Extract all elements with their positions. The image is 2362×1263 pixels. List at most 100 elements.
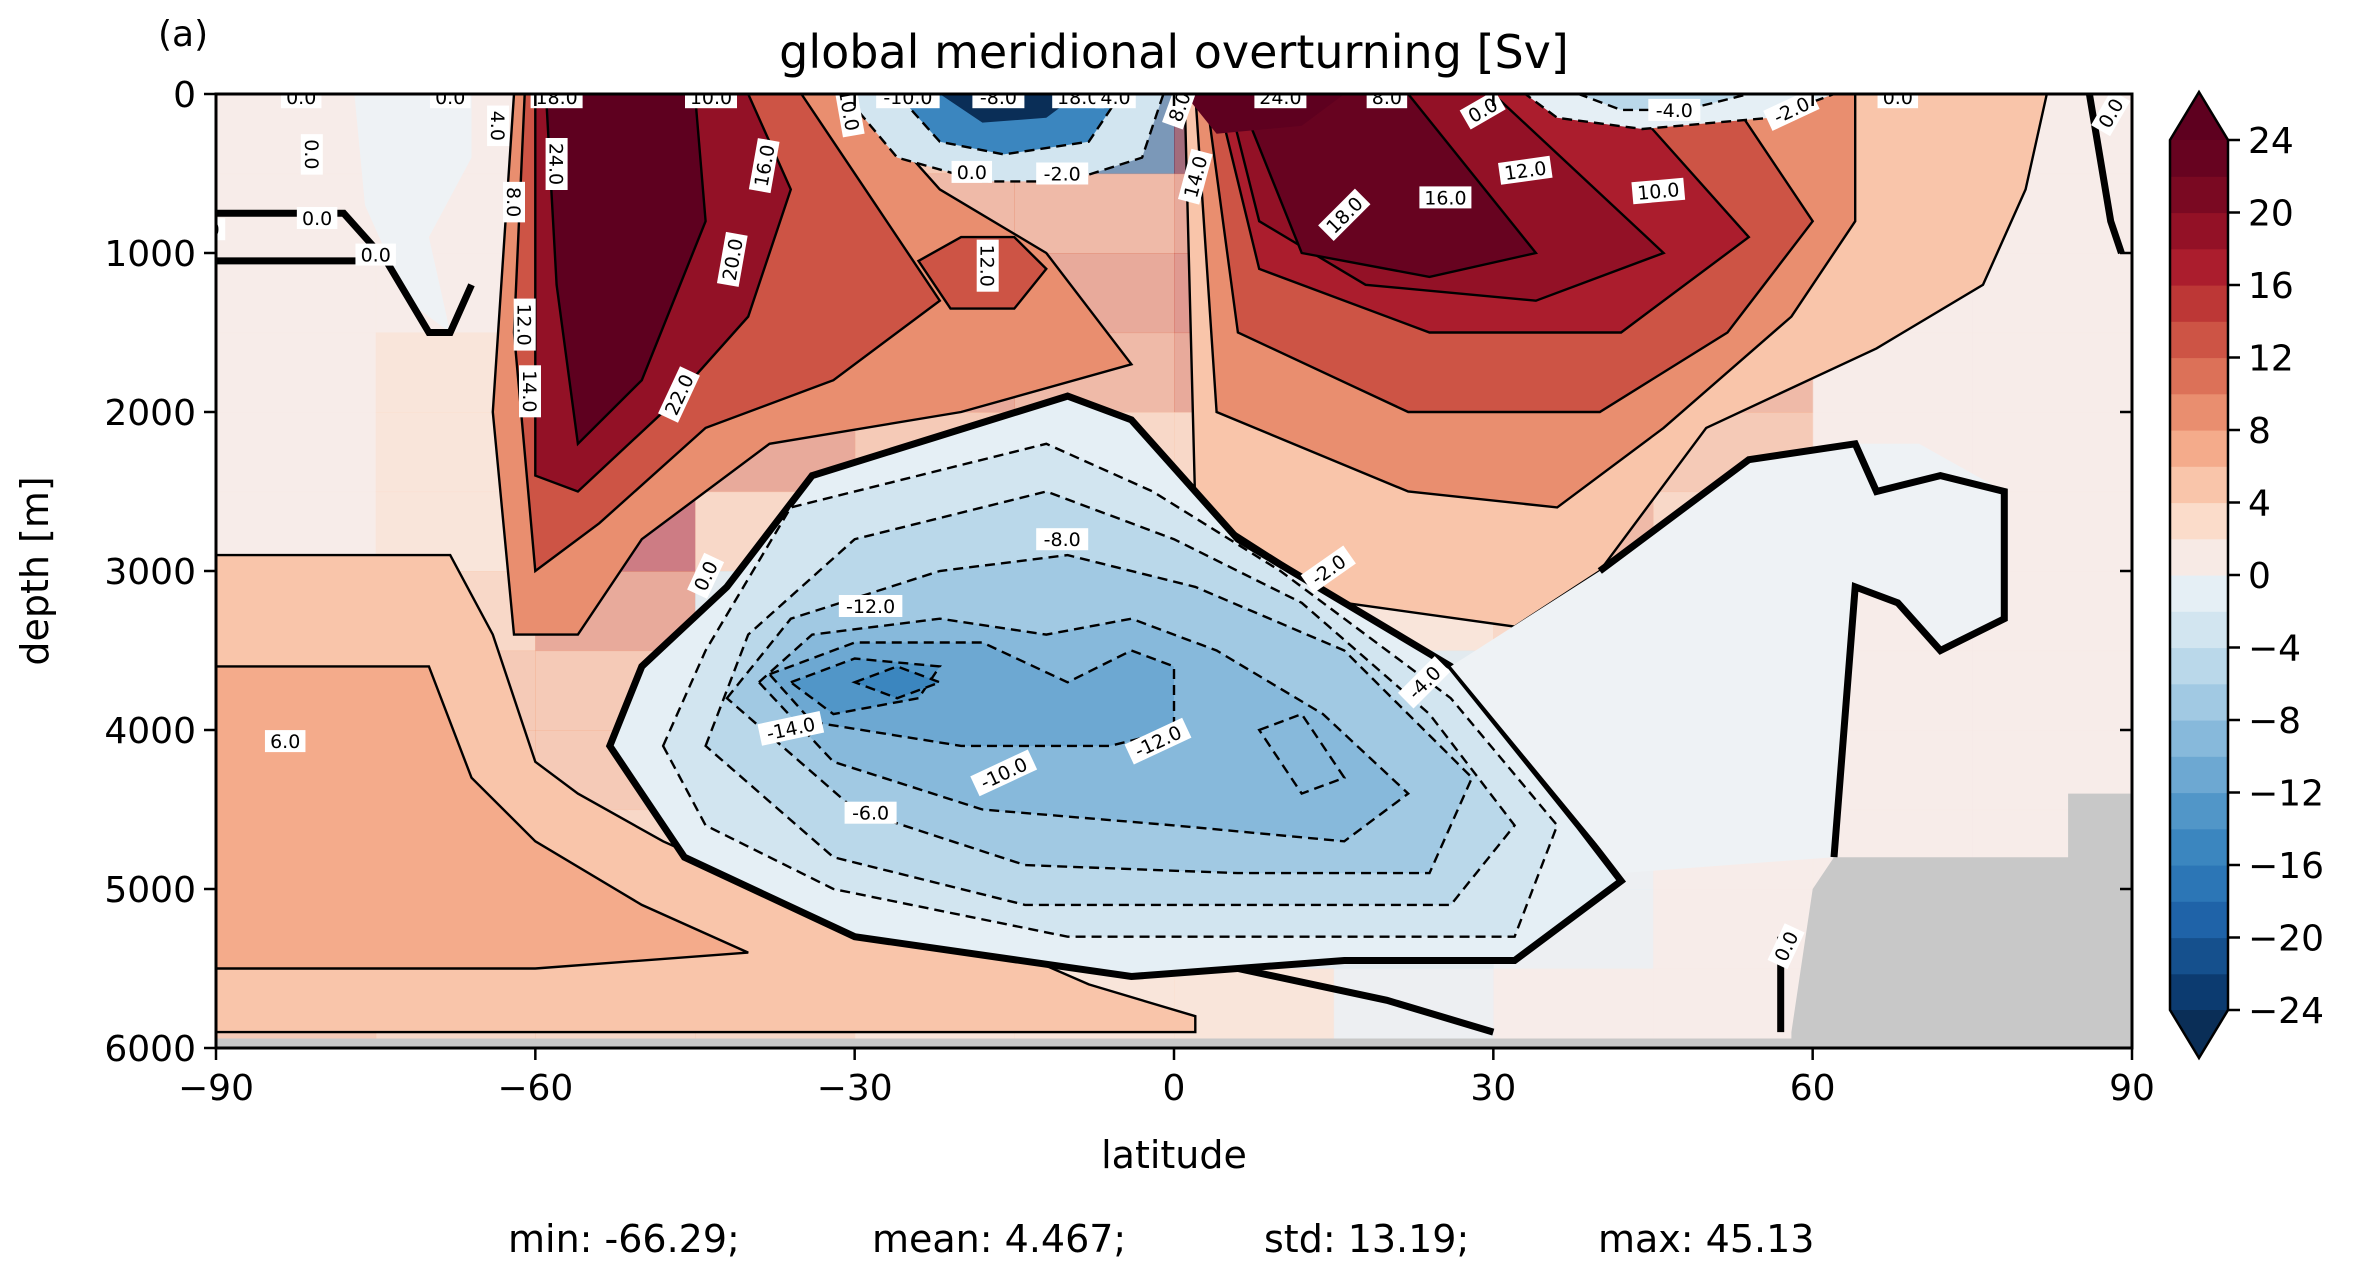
contour-label-bg xyxy=(1498,155,1553,185)
contour-label-bg xyxy=(1254,94,1307,109)
field-cell xyxy=(216,253,377,334)
field-cell xyxy=(1014,173,1175,254)
panel-label: (a) xyxy=(158,14,208,55)
stat-min: min: -66.29; xyxy=(508,1217,740,1261)
contour-label-group: -2.0 xyxy=(1036,162,1089,186)
contour-label-group: -8.0 xyxy=(1036,528,1089,551)
contour-label: -8.0 xyxy=(980,87,1017,109)
contour-label-group: 10.0 xyxy=(1631,177,1686,205)
x-tick-label: −30 xyxy=(817,1068,893,1109)
contour-label: -10.0 xyxy=(883,87,932,109)
contour-label-group: 0.0 xyxy=(429,94,471,109)
contour-label-bg xyxy=(1318,188,1371,241)
contour-label: 10.0 xyxy=(690,87,732,109)
contour-label-group: 10.0 xyxy=(685,87,737,109)
colorbar-tick-label: 24 xyxy=(2248,121,2294,162)
contour-label: -4.0 xyxy=(1656,100,1693,122)
colorbar-level xyxy=(2170,357,2228,395)
y-axis: 0 1000 2000 3000 4000 5000 6000 xyxy=(104,75,2132,1070)
colorbar-level xyxy=(2170,901,2228,939)
x-tick-label: 60 xyxy=(1790,1068,1836,1109)
contour-label: 0.0 xyxy=(361,245,391,267)
contour-label-bg xyxy=(545,138,568,190)
contour-label-group: 8.0 xyxy=(1366,94,1408,109)
tropical-negative-core xyxy=(895,94,1123,156)
x-axis-label: latitude xyxy=(1101,1133,1247,1177)
colorbar-level xyxy=(2170,828,2228,866)
contour-label: 14.0 xyxy=(518,370,540,412)
contour-label: 4.0 xyxy=(1100,87,1130,109)
contour-label-bg xyxy=(429,94,471,109)
colorbar-tick-label: 4 xyxy=(2248,484,2271,525)
contour-label: 12.0 xyxy=(976,245,998,287)
contour-label-bg xyxy=(487,105,510,147)
contour-label-group: 8.0 xyxy=(502,181,525,223)
contour-label: 18.0 xyxy=(1057,87,1099,109)
colorbar-level xyxy=(2170,466,2228,504)
zero-contour-deep xyxy=(1237,965,1495,1036)
colorbar-level xyxy=(2170,973,2228,1011)
contour-label-bg xyxy=(876,94,940,109)
contour-label-bg xyxy=(355,243,396,266)
colorbar: 24 20 16 12 8 4 0 −4 −8 −12 −16 −20 −24 xyxy=(2168,89,2324,1061)
contour-features xyxy=(216,94,2125,1036)
y-tick-label: 2000 xyxy=(104,393,196,434)
zero-contour-arctic xyxy=(2085,94,2125,255)
contour-label: 0.0 xyxy=(957,162,987,184)
colorbar-level xyxy=(2170,865,2228,902)
contour-label-bg xyxy=(1366,94,1408,109)
contour-label-bg xyxy=(216,218,226,241)
colorbar-level xyxy=(2170,538,2228,576)
contour-label-bg xyxy=(844,801,897,824)
colorbar-level xyxy=(2170,720,2228,757)
x-tick-label: −60 xyxy=(497,1068,573,1109)
colorbar-level xyxy=(2170,502,2228,540)
contour-label: 0.0 xyxy=(300,139,322,169)
contour-label: 0.0 xyxy=(1883,87,1913,109)
y-tick-label: 5000 xyxy=(104,870,196,911)
contour-label-bg xyxy=(1052,94,1105,109)
contour-label-group: 0.0 xyxy=(951,160,993,184)
y-tick-label: 4000 xyxy=(104,711,196,752)
deep-positive-cell xyxy=(216,665,749,970)
contour-label-group: 0.0 xyxy=(355,243,396,267)
contour-label-bg xyxy=(2091,94,2131,137)
contour-label: -6.0 xyxy=(852,803,889,825)
north-deep-zero-region xyxy=(1450,443,2005,874)
stat-std: std: 13.19; xyxy=(1264,1217,1469,1261)
contour-label-group: 14.0 xyxy=(518,365,541,418)
contour-label-group: 0.0 xyxy=(296,207,338,230)
zero-contour-north xyxy=(1597,439,2008,858)
field-cell xyxy=(1493,968,1654,1048)
y-tick-label: 0 xyxy=(173,75,196,116)
contour-label-group: 12.0 xyxy=(513,298,536,351)
contour-label-bg xyxy=(687,552,725,599)
contour-label-bg xyxy=(1177,148,1213,205)
contour-label-bg xyxy=(1419,186,1472,209)
stat-mean: mean: 4.467; xyxy=(872,1217,1126,1261)
contour-label-bg xyxy=(1631,177,1686,205)
x-tick-label: −90 xyxy=(178,1068,254,1109)
seafloor-north xyxy=(1791,793,2132,1048)
colorbar-level xyxy=(2170,430,2228,467)
field-cell xyxy=(1653,968,1814,1048)
contour-label-bg xyxy=(503,181,525,223)
y-tick-label: 1000 xyxy=(104,234,196,275)
colorbar-level xyxy=(2170,937,2228,975)
colorbar-tick-label: 20 xyxy=(2248,194,2294,235)
seafloor-bottom xyxy=(216,1038,2132,1048)
contour-label: 10.0 xyxy=(1636,179,1680,205)
contour-label-bg xyxy=(264,730,306,753)
contour-label-group: -6.0 xyxy=(844,801,897,825)
contour-label-bg xyxy=(1763,94,1820,131)
contour-label: -12.0 xyxy=(846,596,895,618)
contour-label-group: -8.0 xyxy=(972,87,1025,109)
contour-label-group: 0.0 xyxy=(300,134,323,175)
contour-label: -2.0 xyxy=(1044,164,1081,186)
contour-label-group: 18.0 xyxy=(530,94,583,109)
contour-label-bg xyxy=(1036,162,1089,185)
colorbar-level xyxy=(2170,285,2228,322)
contour-label: 6.0 xyxy=(270,731,300,753)
contour-label: 8.0 xyxy=(502,187,524,217)
